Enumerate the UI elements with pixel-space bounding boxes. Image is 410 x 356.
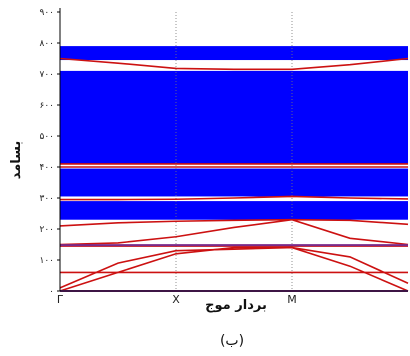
curve-0: [59, 246, 409, 292]
y-tick-label-0: ۰: [49, 287, 54, 297]
figure-caption: (ب): [220, 333, 244, 349]
y-tick-label-4: ۴۰۰: [39, 163, 54, 173]
y-tick-label-6: ۶۰۰: [39, 101, 54, 111]
band-region-3: [60, 46, 408, 61]
y-tick-label-3: ۳۰۰: [39, 194, 54, 204]
y-tick-label-2: ۲۰۰: [39, 225, 54, 235]
curve-5: [59, 218, 409, 227]
curve-9: [59, 57, 409, 71]
band-region-1: [60, 168, 408, 197]
x-tick-label-0: Γ: [57, 293, 64, 306]
y-axis-title: بسامد: [9, 141, 24, 180]
axes: [59, 8, 408, 292]
curve-4: [59, 218, 409, 246]
x-tick-label-1: X: [172, 293, 180, 306]
band-regions: [60, 46, 408, 220]
x-tick-label-2: M: [287, 293, 297, 306]
y-tick-label-9: ۹۰۰: [39, 8, 54, 18]
band-region-0: [60, 201, 408, 220]
curve-6: [60, 195, 409, 201]
y-tick-label-5: ۵۰۰: [39, 132, 54, 142]
y-tick-label-1: ۱۰۰: [39, 256, 54, 266]
curve-1: [59, 246, 409, 289]
band-region-2: [60, 70, 408, 164]
x-axis-title: بردار موج: [205, 298, 267, 313]
y-tick-label-7: ۷۰۰: [39, 70, 54, 80]
y-tick-labels: ۰ ۱۰۰ ۲۰۰ ۳۰۰ ۴۰۰ ۵۰۰ ۶۰۰ ۷۰۰ ۸۰۰ ۹۰۰: [39, 8, 60, 297]
y-tick-label-8: ۸۰۰: [39, 39, 54, 49]
